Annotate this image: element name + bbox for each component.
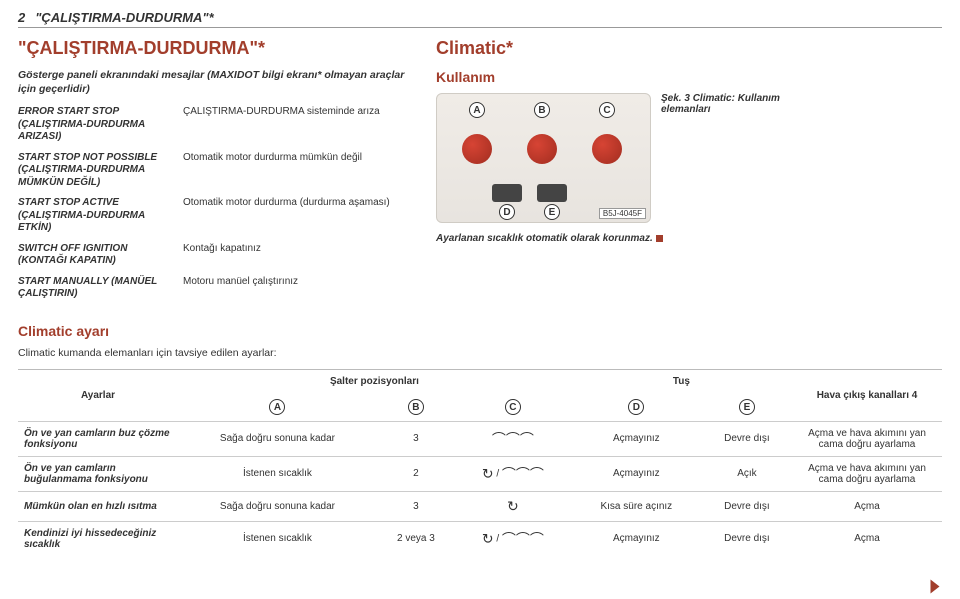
intro-text: Gösterge paneli ekranındaki mesajlar (MA… — [18, 69, 418, 96]
cell-a: İstenen sıcaklık — [178, 456, 377, 491]
section-title: "ÇALIŞTIRMA-DURDURMA"* — [18, 38, 418, 59]
cell-c: ↻ / ⌒⌒⌒ — [455, 521, 571, 556]
cell-e: Devre dışı — [702, 421, 792, 456]
cell-d: Açmayınız — [571, 521, 702, 556]
ayari-hint: Climatic kumanda elemanları için tavsiye… — [18, 347, 942, 359]
figure-label-e: E — [544, 204, 560, 220]
figure-tag: B5J-4045F — [599, 208, 646, 219]
msg-val: Otomatik motor durdurma mümkün değil — [183, 152, 418, 190]
usage-heading: Kullanım — [436, 69, 942, 85]
cell-b: 3 — [377, 491, 455, 521]
recirc-icon: ↻ — [507, 498, 519, 514]
row-name: Kendinizi iyi hissedeceğiniz sıcaklık — [18, 521, 178, 556]
note-text: Ayarlanan sıcaklık otomatik olarak korun… — [436, 233, 653, 244]
row-name: Ön ve yan camların buğulanmama fonksiyon… — [18, 456, 178, 491]
hdr-salter: Şalter pozisyonları — [178, 369, 571, 393]
cell-b: 3 — [377, 421, 455, 456]
msg-key: ERROR START STOP (ÇALIŞTIRMA-DURDURMA AR… — [18, 106, 183, 144]
figure-label-a: A — [469, 102, 485, 118]
settings-table: Ayarlar Şalter pozisyonları Tuş Hava çık… — [18, 369, 942, 556]
climatic-figure: A B C D E B5J-4045F — [436, 93, 651, 223]
cell-a: İstenen sıcaklık — [178, 521, 377, 556]
cell-hava: Açma — [792, 521, 942, 556]
cell-hava: Açma — [792, 491, 942, 521]
page-number: 2 — [18, 10, 25, 25]
cell-d: Açmayınız — [571, 456, 702, 491]
cell-hava: Açma ve hava akımını yan cama doğru ayar… — [792, 421, 942, 456]
hdr-ayarlar: Ayarlar — [18, 369, 178, 421]
cell-d: Açmayınız — [571, 421, 702, 456]
right-column: Climatic* Kullanım A B C D E B5J-4045F Ş… — [436, 38, 942, 309]
msg-val: Motoru manüel çalıştırınız — [183, 276, 418, 301]
cell-a: Sağa doğru sonuna kadar — [178, 421, 377, 456]
col-c: C — [505, 399, 521, 415]
hdr-hava: Hava çıkış kanalları 4 — [792, 369, 942, 421]
msg-key: START STOP NOT POSSIBLE (ÇALIŞTIRMA-DURD… — [18, 152, 183, 190]
end-marker-icon — [656, 235, 663, 242]
cell-b: 2 veya 3 — [377, 521, 455, 556]
cell-d: Kısa süre açınız — [571, 491, 702, 521]
cell-e: Devre dışı — [702, 521, 792, 556]
defrost-icon: ⌒⌒⌒ — [502, 531, 544, 547]
msg-key: START MANUALLY (MANÜEL ÇALIŞTIRIN) — [18, 276, 183, 301]
header-title: "ÇALIŞTIRMA-DURDURMA"* — [35, 10, 213, 25]
ayari-title: Climatic ayarı — [18, 323, 942, 339]
left-column: "ÇALIŞTIRMA-DURDURMA"* Gösterge paneli e… — [18, 38, 418, 309]
col-b: B — [408, 399, 424, 415]
msg-val: Otomatik motor durdurma (durdurma aşamas… — [183, 197, 418, 235]
defrost-icon: ⌒⌒⌒ — [502, 466, 544, 482]
cell-e: Devre dışı — [702, 491, 792, 521]
col-e: E — [739, 399, 755, 415]
cell-b: 2 — [377, 456, 455, 491]
recirc-icon: ↻ — [482, 530, 494, 546]
continue-arrow-icon — [931, 580, 940, 594]
cell-e: Açık — [702, 456, 792, 491]
figure-label-d: D — [499, 204, 515, 220]
cell-c: ↻ — [455, 491, 571, 521]
cell-a: Sağa doğru sonuna kadar — [178, 491, 377, 521]
msg-key: START STOP ACTIVE (ÇALIŞTIRMA-DURDURMA E… — [18, 197, 183, 235]
climatic-title: Climatic* — [436, 38, 942, 59]
messages-table: ERROR START STOP (ÇALIŞTIRMA-DURDURMA AR… — [18, 106, 418, 301]
climatic-note: Ayarlanan sıcaklık otomatik olarak korun… — [436, 233, 942, 244]
figure-label-b: B — [534, 102, 550, 118]
cell-c: ⌒⌒⌒ — [455, 421, 571, 456]
col-d: D — [628, 399, 644, 415]
msg-key: SWITCH OFF IGNITION (KONTAĞI KAPATIN) — [18, 243, 183, 268]
defrost-icon: ⌒⌒⌒ — [492, 431, 534, 447]
page-header: 2 "ÇALIŞTIRMA-DURDURMA"* — [18, 10, 942, 28]
hdr-tus: Tuş — [571, 369, 792, 393]
figure-label-c: C — [599, 102, 615, 118]
climatic-ayari-section: Climatic ayarı Climatic kumanda elemanla… — [18, 323, 942, 556]
figure-caption: Şek. 3 Climatic: Kullanım elemanları — [661, 93, 791, 115]
cell-hava: Açma ve hava akımını yan cama doğru ayar… — [792, 456, 942, 491]
recirc-icon: ↻ — [482, 465, 494, 481]
msg-val: Kontağı kapatınız — [183, 243, 418, 268]
col-a: A — [269, 399, 285, 415]
cell-c: ↻ / ⌒⌒⌒ — [455, 456, 571, 491]
msg-val: ÇALIŞTIRMA-DURDURMA sisteminde arıza — [183, 106, 418, 144]
row-name: Mümkün olan en hızlı ısıtma — [18, 491, 178, 521]
row-name: Ön ve yan camların buz çözme fonksiyonu — [18, 421, 178, 456]
